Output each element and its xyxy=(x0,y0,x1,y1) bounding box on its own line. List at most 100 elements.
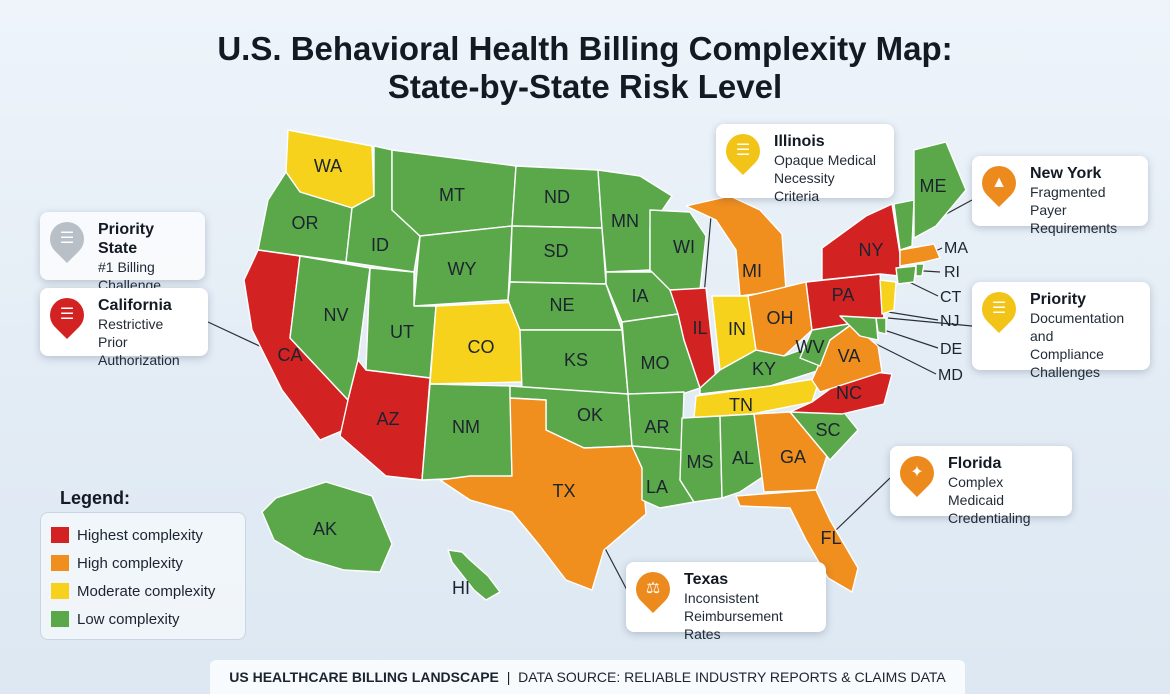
label-mn: MN xyxy=(611,211,639,231)
footer-bar: US HEALTHCARE BILLING LANDSCAPE | DATA S… xyxy=(210,660,965,694)
state-me[interactable] xyxy=(913,141,967,239)
callout-desc: Opaque Medical xyxy=(774,152,876,168)
footer-separator: | xyxy=(506,669,511,685)
label-fl: FL xyxy=(820,528,841,548)
leader-line-md xyxy=(871,341,937,375)
callout-california: ☰ California Restrictive Prior Authoriza… xyxy=(40,288,208,368)
callout-desc: Restrictive Prior xyxy=(98,316,164,350)
state-al[interactable] xyxy=(719,413,765,499)
label-nv: NV xyxy=(323,305,348,325)
legend-label: Highest complexity xyxy=(77,526,203,544)
state-nj[interactable] xyxy=(879,279,897,315)
callout-desc: Inconsistent xyxy=(684,590,759,606)
label-va: VA xyxy=(838,346,861,366)
label-ri: RI xyxy=(944,264,960,281)
callout-texas: ⚖ Texas Inconsistent Reimbursement Rates xyxy=(626,562,826,642)
callout-priority-state: ☰ Priority State #1 Billing Challenge xyxy=(40,212,205,293)
legend-item: Highest complexity xyxy=(51,521,235,549)
leader-line-florida xyxy=(835,477,891,531)
callout-desc: Compliance xyxy=(1030,346,1104,362)
scales-pin-icon: ⚖ xyxy=(628,564,678,614)
state-ri[interactable] xyxy=(915,263,925,277)
callout-new-york: ▲ New York Fragmented Payer Requirements xyxy=(972,156,1148,236)
label-me: ME xyxy=(920,176,947,196)
leader-line-california xyxy=(207,321,269,351)
legend-label: Moderate complexity xyxy=(77,582,216,600)
legend-title: Legend: xyxy=(60,488,130,508)
label-al: AL xyxy=(732,448,754,468)
state-ct[interactable] xyxy=(895,265,917,285)
callout-desc: Requirements xyxy=(1030,220,1118,236)
callout-title: New York xyxy=(1030,165,1102,182)
label-pa: PA xyxy=(832,285,855,305)
label-de: DE xyxy=(940,341,962,358)
document-pin-icon: ☰ xyxy=(974,284,1024,334)
callout-desc: Credentialing xyxy=(948,510,1031,526)
label-ky: KY xyxy=(752,359,776,379)
label-md: MD xyxy=(938,367,963,384)
label-ms: MS xyxy=(687,452,714,472)
label-wv: WV xyxy=(796,337,825,357)
callout-desc: Complex Medicaid xyxy=(948,474,1005,508)
label-mt: MT xyxy=(439,185,465,205)
callout-desc: Authorization xyxy=(98,352,180,368)
state-hi[interactable] xyxy=(447,549,501,601)
label-ny: NY xyxy=(858,240,883,260)
callout-desc: Necessity Criteria xyxy=(774,170,835,204)
callout-desc: Fragmented Payer xyxy=(1030,184,1106,218)
legend: Highest complexity High complexity Moder… xyxy=(40,512,246,640)
label-ut: UT xyxy=(390,322,414,342)
callout-title: Priority xyxy=(1030,291,1087,308)
callout-priority: ☰ Priority Documentation and Compliance … xyxy=(972,282,1150,380)
label-nc: NC xyxy=(836,383,862,403)
state-oh[interactable] xyxy=(747,281,813,357)
label-hi: HI xyxy=(452,578,470,598)
label-ia: IA xyxy=(631,286,648,306)
label-wy: WY xyxy=(448,259,477,279)
title-line-1: U.S. Behavioral Health Billing Complexit… xyxy=(217,30,953,67)
callout-desc: #1 Billing xyxy=(98,259,155,275)
label-in: IN xyxy=(728,319,746,339)
legend-item: Low complexity xyxy=(51,605,235,633)
label-nj: NJ xyxy=(940,313,960,330)
callout-title: Priority State xyxy=(98,221,155,257)
legend-swatch xyxy=(51,527,69,543)
label-ar: AR xyxy=(644,417,669,437)
callout-illinois: ☰ Illinois Opaque Medical Necessity Crit… xyxy=(716,124,894,204)
state-md[interactable] xyxy=(839,315,879,341)
label-la: LA xyxy=(646,477,668,497)
label-il: IL xyxy=(692,318,707,338)
state-labels: WA OR CA ID NV MT WY UT CO AZ NM ND SD N… xyxy=(277,156,968,598)
leader-line-priority xyxy=(887,317,973,327)
footer-source: DATA SOURCE: RELIABLE INDUSTRY REPORTS &… xyxy=(518,669,946,685)
state-nh-vt[interactable] xyxy=(893,199,915,251)
label-ks: KS xyxy=(564,350,588,370)
label-nd: ND xyxy=(544,187,570,207)
document-pin-icon: ☰ xyxy=(42,214,92,264)
state-ma[interactable] xyxy=(899,243,941,267)
label-mi: MI xyxy=(742,261,762,281)
state-ak[interactable] xyxy=(261,481,393,573)
callout-desc: Challenges xyxy=(1030,364,1101,380)
callout-desc: Documentation and xyxy=(1030,310,1125,344)
legend-label: Low complexity xyxy=(77,610,180,628)
label-ak: AK xyxy=(313,519,337,539)
callout-title: Illinois xyxy=(774,133,825,150)
label-ga: GA xyxy=(780,447,806,467)
footer-title: US HEALTHCARE BILLING LANDSCAPE xyxy=(229,669,499,685)
leader-line-nj xyxy=(887,311,939,321)
callout-title: California xyxy=(98,297,172,314)
label-tx: TX xyxy=(552,481,575,501)
label-ca: CA xyxy=(277,345,302,365)
state-fl[interactable] xyxy=(735,489,859,593)
label-az: AZ xyxy=(376,409,399,429)
label-nm: NM xyxy=(452,417,480,437)
legend-item: High complexity xyxy=(51,549,235,577)
label-or: OR xyxy=(292,213,319,233)
state-tx[interactable] xyxy=(439,397,647,591)
label-sd: SD xyxy=(543,241,568,261)
label-co: CO xyxy=(468,337,495,357)
state-ms[interactable] xyxy=(679,415,723,503)
legend-swatch xyxy=(51,583,69,599)
label-tn: TN xyxy=(729,395,753,415)
